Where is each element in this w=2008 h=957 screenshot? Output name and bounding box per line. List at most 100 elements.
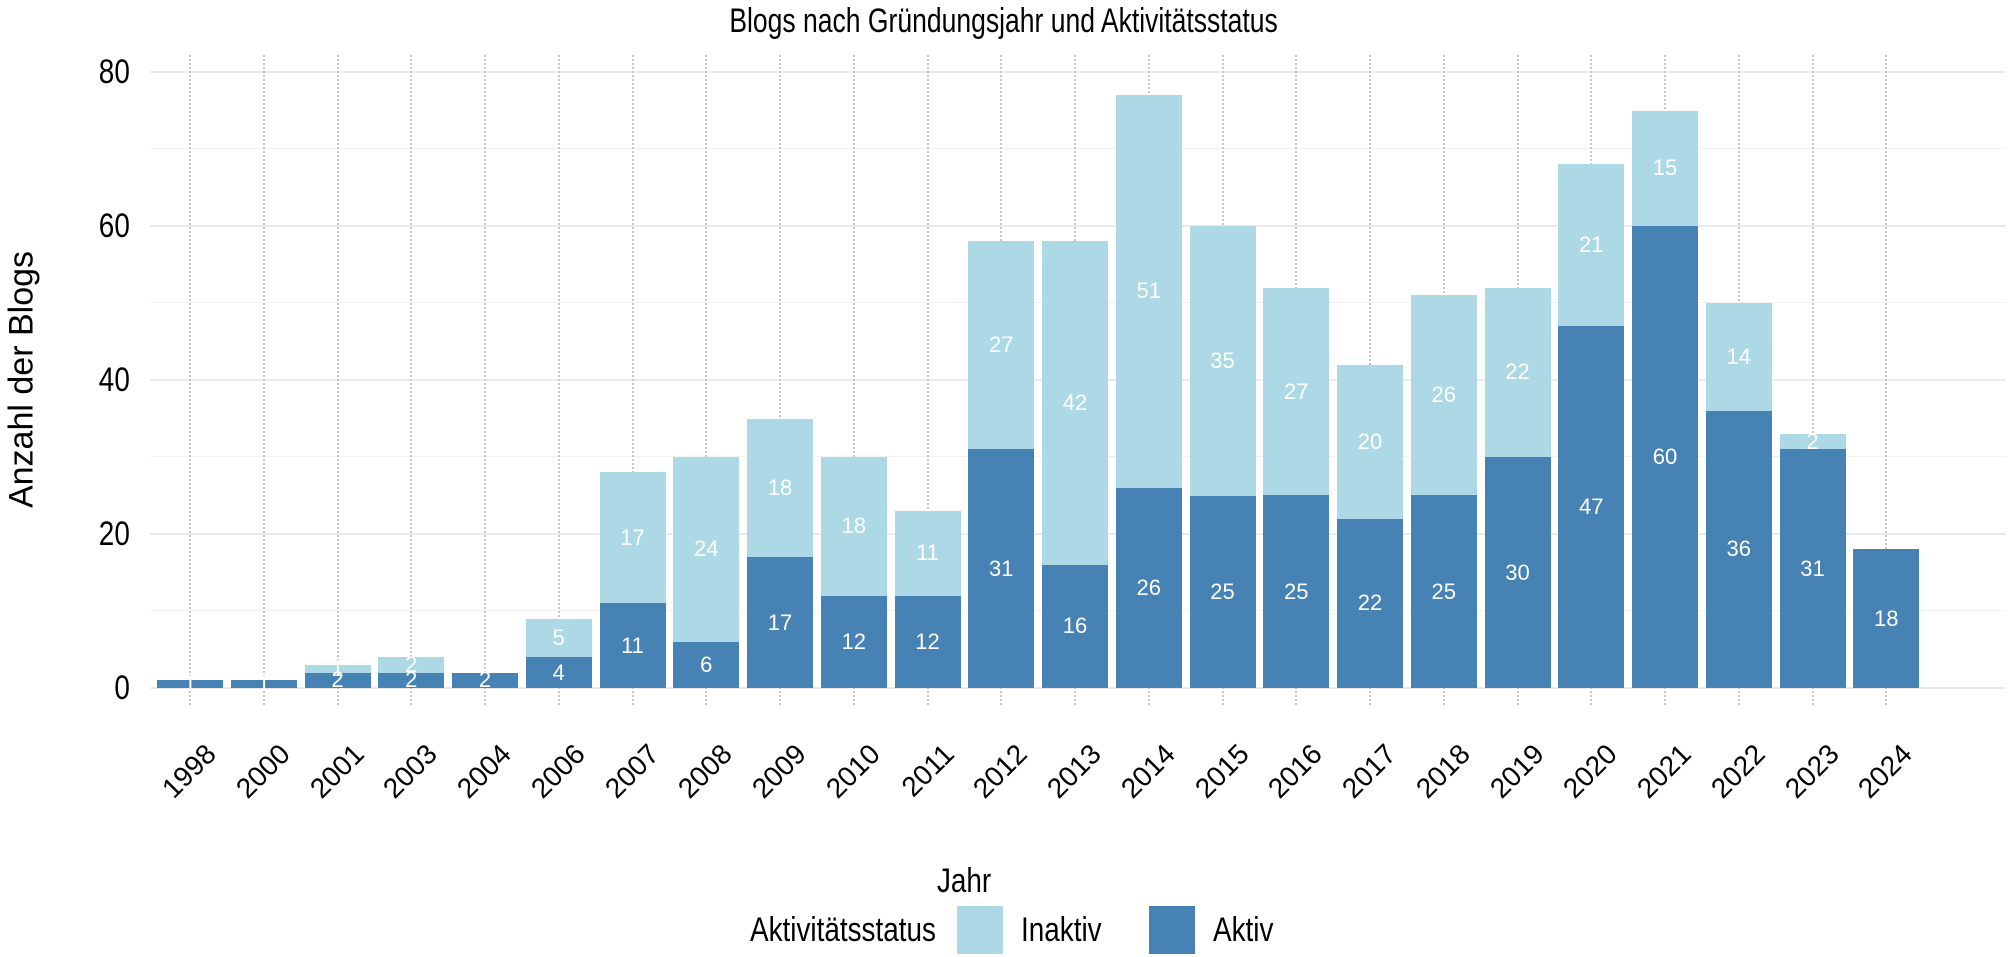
x-tick-label: 2007 [598,738,665,804]
bar-2007 [599,472,666,688]
bar-segment-inaktiv [673,457,740,642]
gridline-v [852,55,855,705]
bar-2024 [1853,549,1920,688]
bar-segment-inaktiv [1042,241,1108,565]
bar-2019 [1484,287,1551,688]
x-tick-label: 2001 [303,738,370,804]
bar-2006 [525,618,592,688]
value-label: 18 [841,513,866,539]
x-tick-label: 2006 [524,738,591,804]
bar-segment-inaktiv [1115,95,1182,488]
x-axis-label: Jahr [0,862,2008,901]
gridline-v [484,55,486,705]
bar-2016 [1263,287,1330,688]
gridline-v [779,55,781,705]
bar-segment-aktiv [1189,495,1256,688]
value-label: 18 [1874,605,1899,631]
bar-segment-inaktiv [525,618,592,658]
legend-swatch-inaktiv [956,906,1003,954]
bar-2023 [1779,433,1846,688]
value-label: 17 [620,524,645,550]
value-label: 31 [1800,555,1825,581]
bar-segment-aktiv [1263,495,1330,688]
y-tick-label: 40 [98,361,130,399]
x-tick-label: 2023 [1778,738,1845,804]
value-label: 30 [1505,559,1530,585]
x-tick-label: 2011 [894,738,960,803]
gridline-v [926,55,929,705]
bar-2018 [1410,295,1477,688]
bar-segment-inaktiv [599,472,666,604]
gridline-v [410,55,413,705]
value-label: 5 [552,624,565,650]
y-axis-label: Anzahl der Blogs [2,250,41,509]
value-label: 1 [183,671,197,697]
bar-2000 [230,680,297,688]
x-axis-label-text: Jahr [936,862,992,900]
gridline-v [557,55,560,705]
bar-segment-aktiv [304,672,371,688]
gridline-v [1885,55,1888,705]
x-tick-label: 2017 [1335,738,1402,804]
bar-segment-inaktiv [1337,364,1403,519]
bar-segment-aktiv [1705,410,1772,688]
value-label: 1 [257,671,270,697]
bar-segment-inaktiv [1263,287,1330,496]
gridline-v [336,55,339,705]
bar-2017 [1337,364,1403,688]
bar-segment-aktiv [1115,487,1182,688]
bar-segment-aktiv [452,672,518,688]
chart-title: Blogs nach Gründungsjahr und Aktivitätss… [0,2,2008,41]
bar-segment-aktiv [1558,326,1625,688]
bar-2022 [1705,303,1772,688]
value-label: 24 [694,536,719,562]
value-label: 36 [1726,536,1751,562]
bar-1998 [157,680,223,688]
value-label: 27 [989,332,1014,358]
x-tick-label: 2018 [1409,738,1476,804]
x-tick-label: 2020 [1557,738,1624,804]
value-label: 12 [915,628,940,654]
legend-label-inaktiv: Inaktiv [1020,910,1102,949]
bar-segment-inaktiv [894,510,961,596]
gridline-v [1811,55,1814,705]
bar-segment-inaktiv [820,457,887,596]
value-label: 1 [331,655,344,681]
bar-2003 [378,657,445,688]
bar-segment-aktiv [1337,518,1403,688]
x-tick-label: 2016 [1262,738,1329,804]
bar-segment-inaktiv [1632,110,1698,226]
value-label: 21 [1579,232,1604,258]
value-label: 22 [1505,359,1530,385]
value-label: 11 [621,632,644,658]
bar-segment-aktiv [968,449,1035,688]
legend: Aktivitätsstatus Inaktiv Aktiv [750,905,1286,955]
gridline-v [262,55,265,705]
x-tick-label: 2010 [819,738,886,804]
bar-segment-aktiv [1484,456,1551,688]
value-label: 27 [1284,378,1309,404]
value-label: 47 [1579,494,1604,520]
bar-segment-aktiv [1779,449,1846,688]
value-label: 26 [1136,574,1161,600]
value-label: 2 [405,651,418,677]
bar-segment-inaktiv [1410,295,1477,496]
bar-2013 [1042,241,1108,688]
value-label: 25 [1284,578,1309,604]
y-tick-label: 60 [98,207,130,245]
value-label: 11 [916,540,939,566]
bar-segment-inaktiv [1558,164,1625,327]
gridline-h [150,71,2006,73]
value-label: 2 [1806,428,1819,454]
gridline-h [150,148,2006,149]
value-label: 26 [1431,382,1456,408]
x-tick-label: 2014 [1114,738,1181,804]
x-tick-label: 2012 [967,738,1034,804]
value-label: 16 [1062,613,1088,639]
bar-segment-aktiv [820,595,887,688]
value-label: 2 [478,667,492,693]
value-label: 4 [552,659,565,685]
bar-2004 [452,672,518,688]
value-label: 25 [1210,578,1235,604]
